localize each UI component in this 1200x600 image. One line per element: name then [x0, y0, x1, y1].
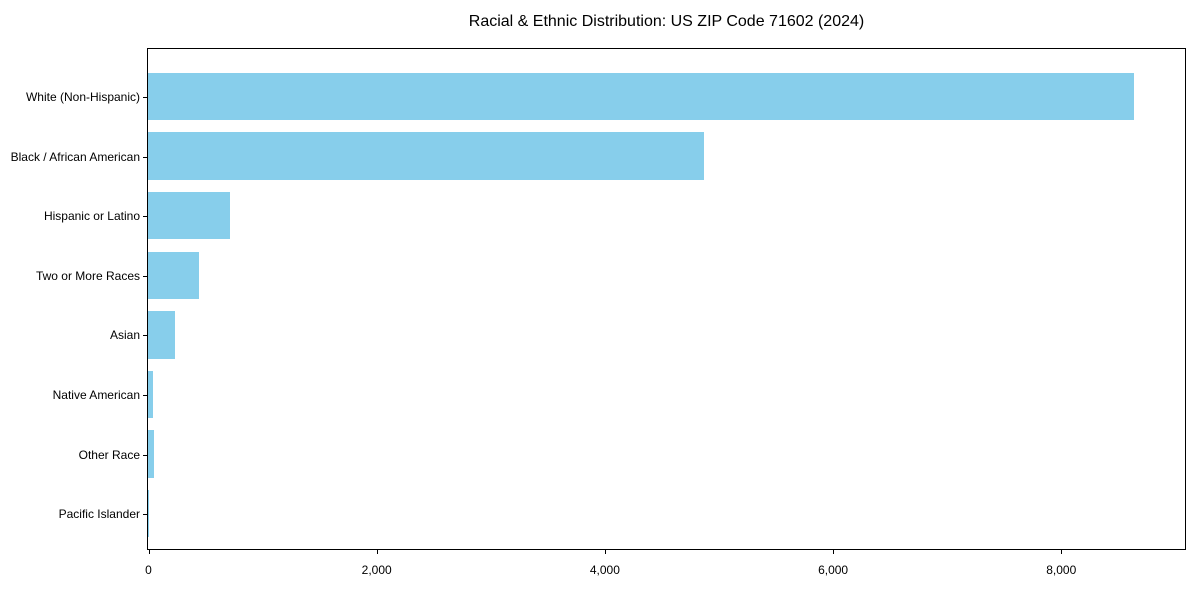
plot-area	[147, 48, 1186, 550]
y-tick-label: Other Race	[78, 447, 140, 462]
chart-title: Racial & Ethnic Distribution: US ZIP Cod…	[468, 13, 865, 30]
x-tick-mark	[148, 550, 150, 554]
bar	[148, 311, 176, 359]
y-tick-mark	[143, 335, 147, 337]
bar	[148, 72, 1134, 121]
y-tick-mark	[143, 156, 147, 158]
x-tick-label: 8,000	[1046, 563, 1077, 577]
y-tick-mark	[143, 97, 147, 98]
y-tick-mark	[143, 395, 147, 396]
bar	[148, 430, 155, 478]
x-tick-mark	[604, 550, 606, 554]
y-tick-label: Asian	[109, 328, 140, 343]
y-tick-label: Native American	[52, 388, 140, 402]
x-tick-mark	[833, 550, 835, 554]
bar	[148, 489, 150, 538]
x-tick-label: 6,000	[818, 563, 849, 577]
bar	[148, 370, 154, 419]
x-tick-label: 2,000	[361, 563, 392, 577]
y-tick-mark	[143, 454, 147, 456]
y-tick-label: White (Non-Hispanic)	[25, 90, 140, 104]
x-tick-mark	[1061, 550, 1063, 554]
y-tick-mark	[143, 275, 147, 277]
bar	[148, 251, 199, 300]
x-tick-label: 4,000	[589, 563, 620, 577]
y-tick-label: Hispanic or Latino	[43, 209, 140, 224]
y-tick-mark	[143, 514, 147, 516]
y-tick-label: Two or More Races	[35, 268, 140, 283]
y-tick-label: Black / African American	[10, 149, 140, 164]
x-tick-label: 0	[145, 563, 152, 577]
bar	[148, 132, 704, 180]
y-tick-mark	[143, 216, 147, 218]
bar	[148, 191, 231, 240]
y-tick-label: Pacific Islander	[58, 507, 140, 522]
x-tick-mark	[376, 550, 378, 554]
